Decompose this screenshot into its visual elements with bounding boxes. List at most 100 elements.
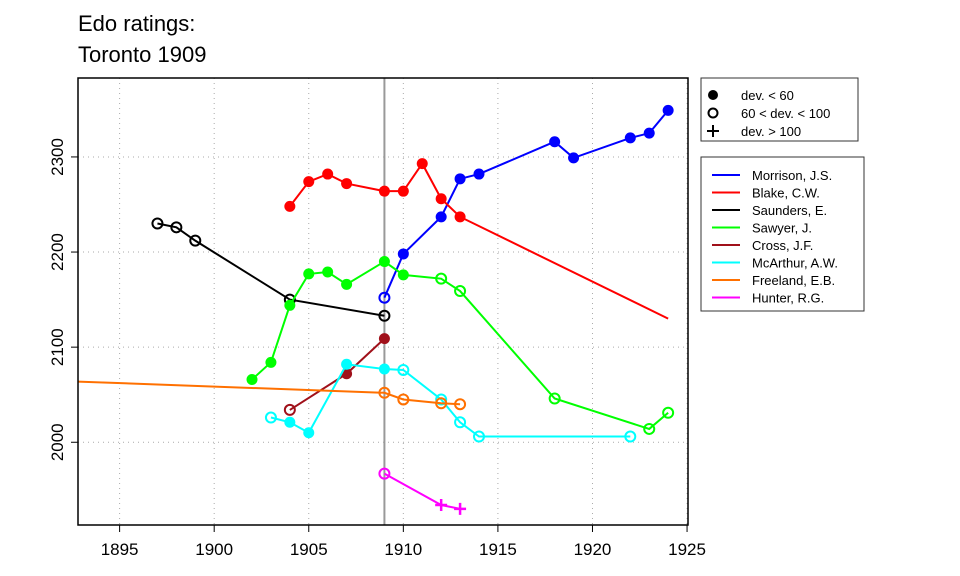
y-tick-label: 2300: [48, 138, 67, 176]
data-point: [378, 363, 390, 375]
data-point: [548, 392, 561, 405]
plus-mark: [454, 502, 467, 515]
data-point: [322, 168, 334, 180]
data-point: [397, 185, 409, 197]
data-point: [284, 416, 296, 428]
legend-label: Morrison, J.S.: [752, 168, 832, 183]
x-tick-label: 1900: [195, 540, 233, 559]
data-point: [643, 422, 656, 435]
series-line: [270, 363, 631, 438]
chart-title-line-2: Toronto 1909: [78, 42, 207, 67]
series-line: [157, 222, 385, 317]
series-line: [289, 337, 386, 411]
data-point: [454, 211, 466, 223]
data-point: [397, 269, 409, 281]
filled-circle-icon: [708, 90, 718, 100]
data-point: [284, 200, 296, 212]
legend-label: Cross, J.F.: [752, 238, 813, 253]
y-tick-label: 2200: [48, 233, 67, 271]
data-point: [435, 272, 448, 285]
series-saunders-e-: [151, 217, 391, 322]
data-point: [454, 398, 467, 411]
data-point: [435, 499, 448, 512]
data-point: [378, 185, 390, 197]
plot-frame: [77, 77, 689, 526]
data-point: [435, 397, 448, 410]
data-point: [246, 373, 258, 385]
x-tick-label: 1910: [384, 540, 422, 559]
series-freeland-e-b-: [78, 380, 467, 411]
data-point: [454, 173, 466, 185]
series-blake-c-w-: [284, 158, 669, 320]
x-tick-label: 1915: [479, 540, 517, 559]
data-point: [378, 333, 390, 345]
series-group: [78, 104, 675, 515]
series-line: [383, 109, 669, 299]
data-point: [624, 132, 636, 144]
data-point: [568, 152, 580, 164]
legend-label: Freeland, E.B.: [752, 273, 835, 288]
y-tick-label: 2100: [48, 328, 67, 366]
series-hunter-r-g-: [378, 467, 467, 515]
data-point: [283, 403, 296, 416]
series-mcarthur-a-w-: [264, 358, 637, 443]
data-point: [341, 278, 353, 290]
x-tick-label: 1920: [574, 540, 612, 559]
legend-label: Saunders, E.: [752, 203, 827, 218]
series-line: [78, 380, 461, 406]
data-point: [416, 158, 428, 170]
x-tick-label: 1895: [101, 540, 139, 559]
data-point: [151, 217, 164, 230]
series-cross-j-f-: [283, 333, 390, 416]
series-line: [383, 472, 461, 510]
data-point: [662, 406, 675, 419]
data-point: [378, 467, 391, 480]
y-tick-label: 2000: [48, 423, 67, 461]
data-point: [303, 176, 315, 188]
series-morrison-j-s-: [378, 104, 674, 304]
data-point: [378, 256, 390, 268]
data-point: [435, 393, 448, 406]
data-point: [397, 248, 409, 260]
data-point: [341, 358, 353, 370]
series-legend-box: [700, 156, 865, 312]
data-point: [264, 411, 277, 424]
data-point: [265, 356, 277, 368]
data-point: [341, 178, 353, 190]
data-point: [454, 416, 467, 429]
legend-label: Blake, C.W.: [752, 186, 820, 201]
data-point: [284, 299, 296, 311]
data-point: [303, 427, 315, 439]
series-line: [289, 161, 669, 320]
data-point: [170, 221, 183, 234]
chart-title: Edo ratings: Toronto 1909: [78, 8, 206, 70]
data-point: [303, 268, 315, 280]
legend-label: Hunter, R.G.: [752, 291, 824, 306]
data-point: [454, 502, 467, 515]
data-point: [378, 291, 391, 304]
marker-legend-label: dev. < 60: [741, 88, 794, 103]
data-point: [454, 285, 467, 298]
legend-label: Sawyer, J.: [752, 221, 812, 236]
marker-legend-label: dev. > 100: [741, 124, 801, 139]
data-point: [189, 234, 202, 247]
data-point: [435, 193, 447, 205]
marker-legend-box: [700, 77, 859, 142]
data-point: [397, 393, 410, 406]
data-point: [624, 430, 637, 443]
data-point: [473, 168, 485, 180]
data-point: [322, 266, 334, 278]
open-circle-icon: [707, 107, 719, 119]
data-point: [549, 136, 561, 148]
x-tick-label: 1905: [290, 540, 328, 559]
marker-legend-label: 60 < dev. < 100: [741, 106, 830, 121]
x-tick-label: 1925: [668, 540, 706, 559]
plus-mark: [435, 499, 448, 512]
data-point: [472, 430, 485, 443]
series-sawyer-j-: [246, 256, 675, 435]
data-point: [378, 386, 391, 399]
data-point: [397, 363, 410, 376]
plus-icon: [707, 125, 719, 137]
